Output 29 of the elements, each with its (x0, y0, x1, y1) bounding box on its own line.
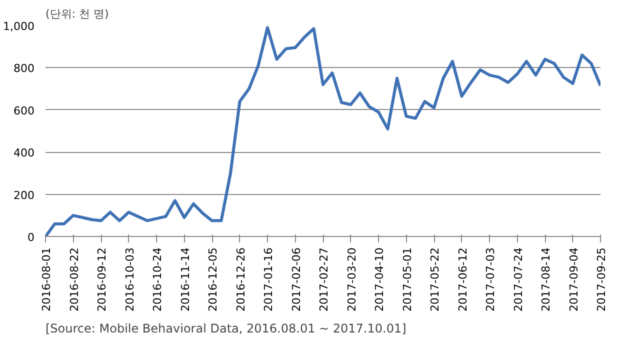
x-tick-label: 2016-10-24 (151, 247, 164, 312)
x-tick-label: 2017-07-03 (484, 247, 497, 312)
x-tick-label: 2016-11-14 (178, 247, 192, 312)
y-tick-label: 600 (14, 104, 35, 118)
x-tick-label: 2016-12-05 (206, 247, 220, 312)
y-tick-label: 800 (14, 62, 35, 76)
x-tick-label: 2016-10-03 (123, 247, 136, 312)
x-tick-label: 2017-05-01 (400, 247, 414, 312)
y-tick-label: 400 (14, 146, 35, 160)
x-tick-label: 2017-05-22 (428, 247, 442, 312)
x-tick-label: 2017-06-12 (456, 247, 470, 312)
y-tick-label: 0 (28, 231, 34, 244)
y-tick-label: 1,000 (3, 20, 35, 33)
x-tick-label: 2016-08-22 (68, 247, 81, 312)
x-tick-label: 2017-02-06 (290, 247, 303, 312)
x-tick-label: 2016-09-12 (96, 247, 108, 312)
y-axis-title: (단위: 천 명) (46, 8, 109, 20)
x-tick-label: 2016-12-26 (234, 247, 248, 312)
x-tick-label: 2017-03-20 (345, 247, 358, 312)
x-tick-label: 2017-04-10 (373, 247, 386, 312)
text: [Source: Mobile Behavioral Data, 2016.08.01 ~ 2017.10.01] (46, 322, 406, 336)
x-tick-label: 2017-08-14 (540, 247, 552, 312)
x-tick-label: 2017-09-04 (567, 247, 580, 312)
x-tick-label: 2017-07-24 (512, 247, 525, 312)
x-tick-label: 2017-02-27 (318, 247, 330, 312)
x-tick-label: 2016-08-01 (40, 247, 53, 312)
x-tick-label: 2017-09-25 (595, 247, 608, 312)
y-tick-label: 200 (14, 188, 35, 202)
x-tick-label: 2017-01-16 (262, 247, 275, 312)
